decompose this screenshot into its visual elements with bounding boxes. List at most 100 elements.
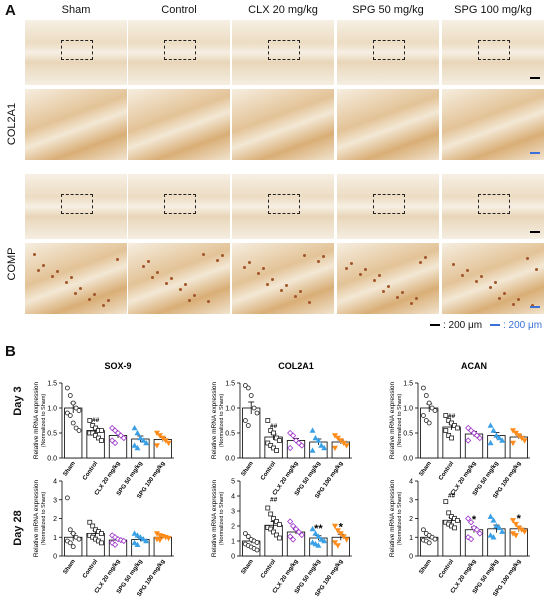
y-axis-label: Relative mRNA expression	[389, 381, 396, 459]
scale-bar	[530, 77, 540, 79]
chart-title: ACAN	[461, 361, 487, 371]
y-tick-label: 1.0	[225, 406, 235, 413]
stained-cell	[378, 274, 381, 277]
column-label-control: Control	[161, 4, 197, 16]
data-point	[67, 393, 73, 398]
data-point	[271, 430, 277, 436]
zoom-region-box	[478, 40, 510, 60]
data-point	[499, 528, 506, 534]
data-point	[277, 535, 282, 541]
y-tick-label: 3	[53, 497, 57, 504]
data-point	[271, 529, 277, 535]
micrograph-col2a1-overview-spg100	[441, 19, 545, 86]
data-point	[473, 526, 480, 533]
significance-marker: ##	[448, 493, 456, 500]
scale-legend-blue: : 200 μm	[490, 320, 542, 331]
data-point	[312, 530, 319, 536]
data-point	[298, 531, 305, 539]
data-point	[242, 383, 248, 388]
stained-cell	[271, 278, 274, 281]
stained-cell	[517, 298, 520, 301]
data-point	[137, 534, 144, 540]
data-point	[315, 437, 322, 443]
micrograph-col2a1-overview-clx	[231, 19, 335, 86]
x-tick-label: Control	[82, 558, 99, 579]
data-point	[468, 519, 475, 526]
zoom-region-box	[478, 194, 510, 214]
data-point	[76, 428, 82, 433]
data-point	[274, 519, 279, 524]
data-point	[254, 540, 260, 545]
micrograph-comp-overview-clx	[231, 173, 335, 240]
significance-marker: *	[517, 513, 522, 525]
data-point	[290, 432, 297, 439]
micrograph-col2a1-zoom-clx	[231, 88, 335, 161]
data-point	[309, 427, 316, 433]
stained-cell	[221, 254, 224, 257]
data-point	[70, 420, 76, 426]
zoom-region-box	[373, 40, 405, 60]
bar	[242, 407, 261, 459]
data-point	[476, 530, 483, 537]
scale-legend-black: : 200 μm	[430, 320, 482, 331]
stained-cell	[494, 281, 497, 284]
chart-title: COL2A1	[278, 361, 314, 371]
data-point	[443, 413, 449, 418]
data-point	[99, 438, 104, 443]
data-point	[340, 534, 347, 540]
stained-cell	[248, 261, 251, 264]
x-tick-label: Control	[438, 558, 455, 579]
x-tick-label: Control	[438, 460, 455, 481]
x-tick-label: Control	[260, 460, 277, 481]
data-point	[509, 440, 516, 447]
significance-marker: ##	[270, 423, 278, 430]
stained-cell	[531, 304, 534, 307]
column-label-sham: Sham	[61, 4, 91, 16]
significance-marker: **	[314, 523, 323, 535]
y-tick-label: 2	[409, 516, 413, 523]
micrograph-col2a1-zoom-control	[127, 88, 231, 161]
stained-cell	[308, 301, 311, 304]
data-point	[265, 505, 271, 511]
y-tick-label: 0.5	[47, 431, 57, 438]
data-point	[90, 423, 96, 428]
stained-cell	[102, 304, 105, 307]
micrograph-comp-zoom-control	[127, 242, 231, 315]
data-point	[452, 423, 457, 428]
micrograph-comp-zoom-sham	[24, 242, 128, 315]
stained-cell	[243, 266, 246, 269]
y-tick-label: 1.5	[225, 381, 235, 388]
data-point	[67, 527, 73, 533]
data-point	[331, 540, 338, 546]
data-point	[315, 542, 322, 548]
data-point	[432, 536, 438, 542]
significance-marker: ##	[270, 497, 278, 504]
data-point	[287, 444, 294, 452]
y-tick-label: 1	[231, 539, 235, 546]
y-tick-label: 4	[53, 479, 57, 486]
stained-cell	[410, 302, 413, 305]
data-point	[499, 437, 506, 443]
micrograph-col2a1-zoom-spg50	[336, 88, 440, 161]
stained-cell	[285, 284, 288, 287]
zoom-region-box	[268, 40, 300, 60]
data-point	[446, 510, 452, 516]
x-tick-label: Sham	[419, 559, 433, 576]
data-point	[295, 528, 302, 536]
stained-cell	[184, 283, 187, 286]
stained-cell	[345, 267, 348, 270]
stained-cell	[512, 303, 515, 306]
data-point	[493, 432, 500, 438]
stained-cell	[489, 286, 492, 289]
bar	[64, 407, 83, 459]
y-tick-label: 4	[231, 494, 235, 501]
zoom-region-box	[164, 194, 196, 214]
data-point	[73, 405, 79, 411]
data-point	[165, 535, 172, 542]
data-point	[131, 424, 138, 431]
stained-cell	[202, 253, 205, 256]
zoom-region-box	[61, 194, 93, 214]
data-point	[112, 439, 119, 447]
data-point	[268, 511, 274, 517]
x-tick-label: Sham	[63, 559, 77, 576]
